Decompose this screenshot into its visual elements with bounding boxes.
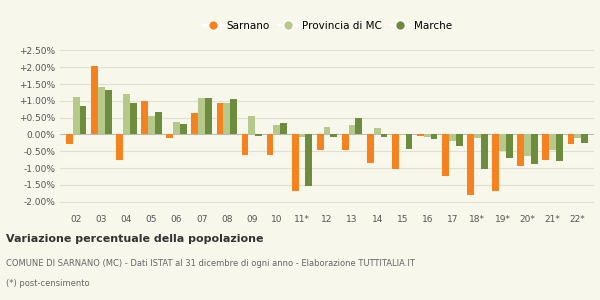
Bar — [349, 125, 355, 134]
Bar — [191, 112, 198, 134]
Bar — [417, 134, 424, 136]
Bar — [299, 134, 305, 137]
Text: Variazione percentuale della popolazione: Variazione percentuale della popolazione — [6, 233, 263, 244]
Bar — [198, 98, 205, 134]
Bar — [73, 98, 80, 134]
Text: COMUNE DI SARNANO (MC) - Dati ISTAT al 31 dicembre di ogni anno - Elaborazione T: COMUNE DI SARNANO (MC) - Dati ISTAT al 3… — [6, 259, 415, 268]
Bar — [230, 99, 237, 134]
Bar — [542, 134, 549, 160]
Bar — [424, 134, 431, 137]
Bar — [105, 90, 112, 134]
Bar — [392, 134, 399, 169]
Bar — [91, 65, 98, 134]
Bar — [98, 87, 105, 134]
Bar — [142, 101, 148, 134]
Bar — [331, 134, 337, 137]
Legend: Sarnano, Provincia di MC, Marche: Sarnano, Provincia di MC, Marche — [198, 17, 456, 35]
Bar — [66, 134, 73, 145]
Bar — [517, 134, 524, 166]
Bar — [223, 103, 230, 134]
Bar — [549, 134, 556, 149]
Bar — [431, 134, 437, 140]
Bar — [242, 134, 248, 154]
Bar — [180, 124, 187, 134]
Bar — [205, 98, 212, 134]
Bar — [267, 134, 274, 155]
Bar — [506, 134, 512, 158]
Bar — [481, 134, 488, 169]
Bar — [173, 122, 180, 134]
Bar — [255, 134, 262, 136]
Bar — [456, 134, 463, 146]
Bar — [493, 134, 499, 191]
Bar — [581, 134, 588, 143]
Bar — [317, 134, 323, 149]
Bar — [217, 103, 223, 134]
Bar — [274, 125, 280, 134]
Bar — [155, 112, 161, 134]
Bar — [531, 134, 538, 164]
Bar — [148, 116, 155, 134]
Bar — [166, 134, 173, 138]
Bar — [280, 123, 287, 134]
Text: (*) post-censimento: (*) post-censimento — [6, 280, 89, 289]
Bar — [248, 116, 255, 134]
Bar — [367, 134, 374, 163]
Bar — [323, 127, 331, 134]
Bar — [380, 134, 387, 137]
Bar — [467, 134, 474, 195]
Bar — [80, 106, 86, 134]
Bar — [556, 134, 563, 161]
Bar — [574, 134, 581, 138]
Bar — [123, 94, 130, 134]
Bar — [374, 128, 380, 134]
Bar — [292, 134, 299, 191]
Bar — [342, 134, 349, 149]
Bar — [474, 134, 481, 138]
Bar — [568, 134, 574, 145]
Bar — [499, 134, 506, 151]
Bar — [442, 134, 449, 176]
Bar — [399, 134, 406, 135]
Bar — [355, 118, 362, 134]
Bar — [449, 134, 456, 141]
Bar — [524, 134, 531, 156]
Bar — [130, 103, 137, 134]
Bar — [116, 134, 123, 160]
Bar — [305, 134, 312, 187]
Bar — [406, 134, 412, 148]
